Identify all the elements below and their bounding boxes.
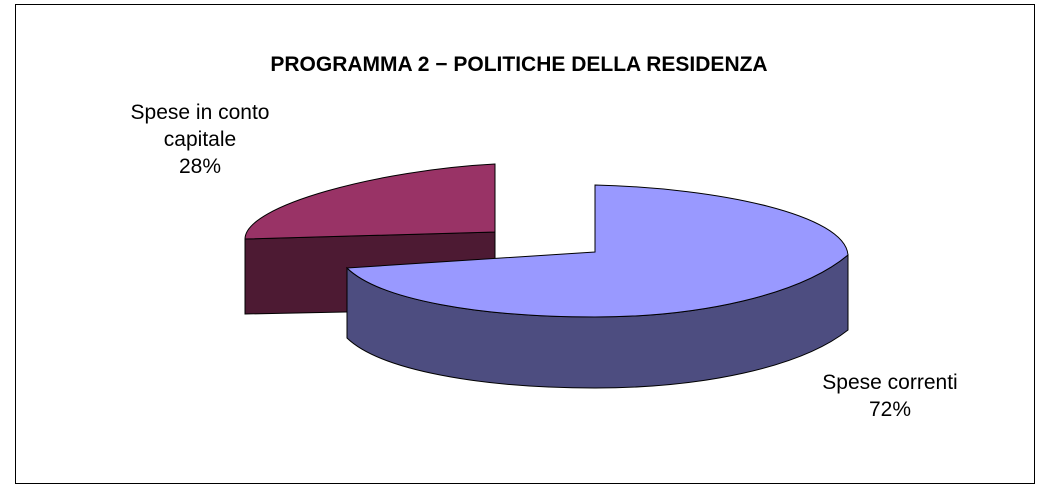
- pie-slice-correnti-top: [345, 184, 849, 318]
- pie-slice-capitale-top: [244, 163, 496, 240]
- pie-slice-correnti: [345, 184, 849, 389]
- slice-label-correnti-percent: 72%: [868, 398, 912, 421]
- chart-frame: [15, 4, 1035, 484]
- chart-title: PROGRAMMA 2 − POLITICHE DELLA RESIDENZA: [270, 53, 768, 76]
- slice-label-capitale-line2: capitale: [163, 128, 237, 151]
- pie-chart: [244, 163, 849, 389]
- slice-label-capitale-percent: 28%: [178, 155, 222, 178]
- slice-label-capitale: Spese in conto capitale 28%: [100, 99, 300, 180]
- slice-label-correnti: Spese correnti 72%: [780, 369, 1000, 423]
- slice-label-capitale-line1: Spese in conto: [130, 101, 270, 124]
- slice-label-correnti-line1: Spese correnti: [822, 371, 958, 394]
